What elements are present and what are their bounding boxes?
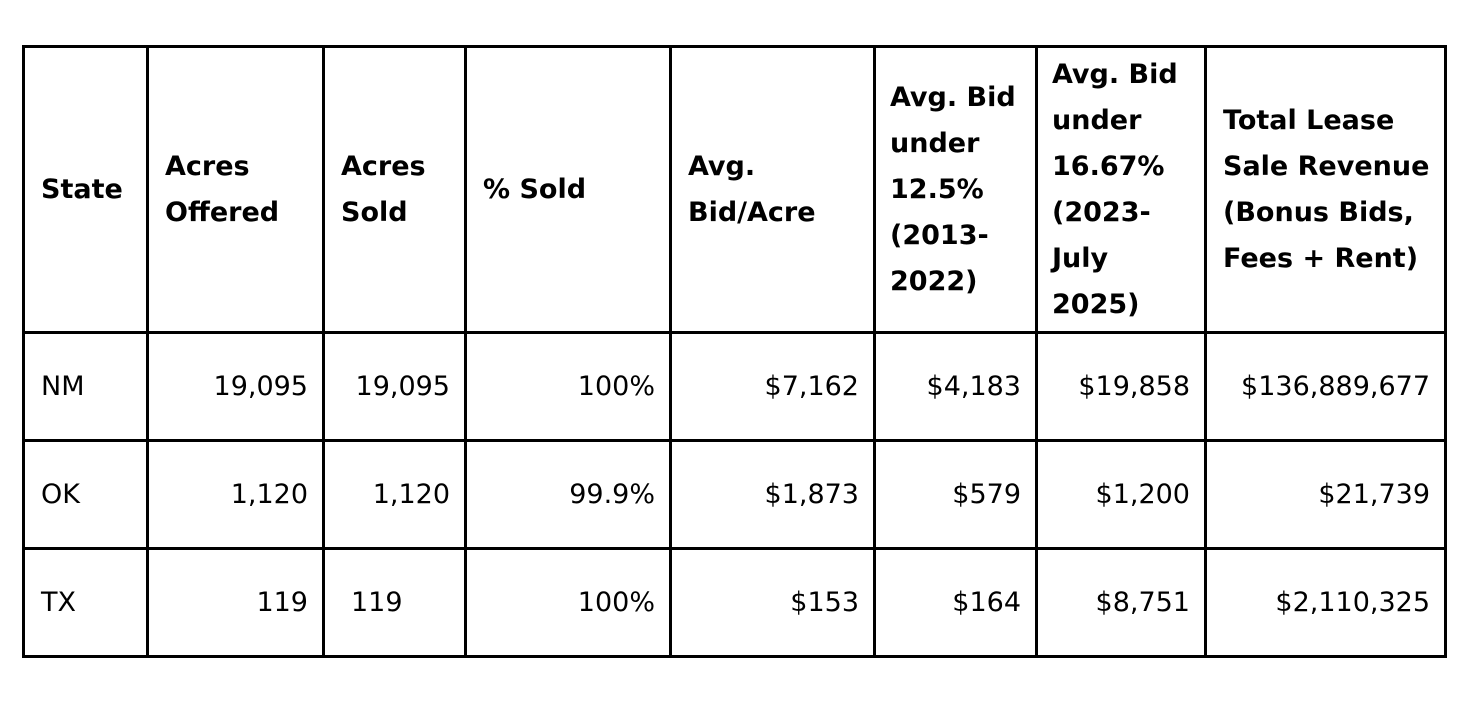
avg-bid-12-5-cell: $579: [873, 439, 1038, 550]
state-cell: NM: [22, 331, 149, 442]
state-cell: OK: [22, 439, 149, 550]
acres-sold-cell: 119: [322, 547, 467, 658]
header-row: State Acres Offered Acres Sold % Sold Av…: [22, 45, 1447, 334]
acres-offered-cell: 19,095: [146, 331, 325, 442]
avg-bid-per-acre-cell: $153: [669, 547, 876, 658]
avg-bid-12-5-cell: $4,183: [873, 331, 1038, 442]
table-row: NM 19,095 19,095 100% $7,162 $4,183 $19,…: [22, 331, 1447, 442]
acres-offered-cell: 1,120: [146, 439, 325, 550]
acres-sold-cell: 1,120: [322, 439, 467, 550]
total-revenue-cell: $21,739: [1204, 439, 1447, 550]
acres-sold-cell: 19,095: [322, 331, 467, 442]
header-avg-bid-16-67: Avg. Bid under 16.67% (2023-July 2025): [1035, 45, 1207, 334]
header-percent-sold: % Sold: [464, 45, 672, 334]
header-avg-bid-per-acre: Avg. Bid/Acre: [669, 45, 876, 334]
percent-sold-cell: 100%: [464, 331, 672, 442]
percent-sold-cell: 100%: [464, 547, 672, 658]
header-acres-sold: Acres Sold: [322, 45, 467, 334]
avg-bid-12-5-cell: $164: [873, 547, 1038, 658]
header-avg-bid-12-5: Avg. Bid under 12.5% (2013-2022): [873, 45, 1038, 334]
avg-bid-per-acre-cell: $7,162: [669, 331, 876, 442]
percent-sold-cell: 99.9%: [464, 439, 672, 550]
lease-sale-table: State Acres Offered Acres Sold % Sold Av…: [22, 45, 1447, 658]
header-total-revenue: Total Lease Sale Revenue (Bonus Bids, Fe…: [1204, 45, 1447, 334]
avg-bid-per-acre-cell: $1,873: [669, 439, 876, 550]
avg-bid-16-67-cell: $8,751: [1035, 547, 1207, 658]
acres-offered-cell: 119: [146, 547, 325, 658]
header-state: State: [22, 45, 149, 334]
table-row: OK 1,120 1,120 99.9% $1,873 $579 $1,200 …: [22, 439, 1447, 550]
header-acres-offered: Acres Offered: [146, 45, 325, 334]
table-row: TX 119 119 100% $153 $164 $8,751 $2,110,…: [22, 547, 1447, 658]
total-revenue-cell: $2,110,325: [1204, 547, 1447, 658]
avg-bid-16-67-cell: $1,200: [1035, 439, 1207, 550]
avg-bid-16-67-cell: $19,858: [1035, 331, 1207, 442]
total-revenue-cell: $136,889,677: [1204, 331, 1447, 442]
state-cell: TX: [22, 547, 149, 658]
